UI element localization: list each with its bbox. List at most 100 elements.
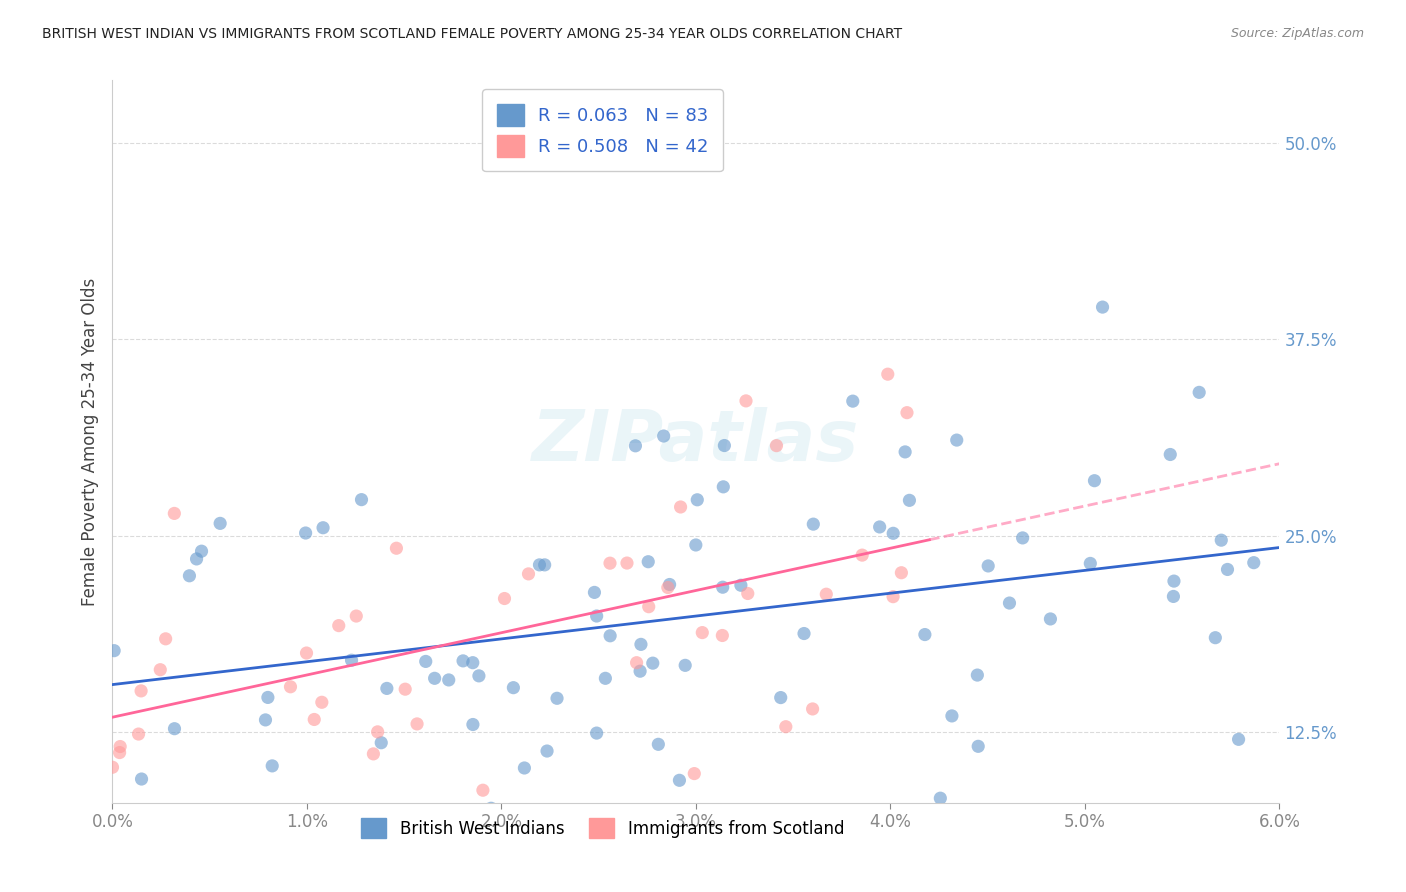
- Point: [869, 520, 891, 534]
- Point: [929, 791, 952, 805]
- Point: [1091, 300, 1114, 314]
- Point: [529, 558, 551, 572]
- Point: [1227, 732, 1250, 747]
- Point: [131, 772, 153, 786]
- Point: [690, 625, 713, 640]
- Point: [737, 586, 759, 600]
- Point: [1216, 562, 1239, 576]
- Point: [344, 609, 367, 624]
- Point: [894, 445, 917, 459]
- Point: [375, 681, 398, 696]
- Point: [513, 761, 536, 775]
- Point: [793, 626, 815, 640]
- Point: [1163, 574, 1185, 588]
- Point: [451, 654, 474, 668]
- Point: [128, 727, 150, 741]
- Point: [254, 713, 277, 727]
- Point: [367, 724, 389, 739]
- Point: [630, 637, 652, 651]
- Point: [711, 480, 734, 494]
- Point: [637, 555, 659, 569]
- Point: [735, 393, 758, 408]
- Point: [585, 609, 607, 624]
- Point: [257, 690, 280, 705]
- Point: [103, 643, 125, 657]
- Point: [163, 507, 186, 521]
- Point: [641, 656, 664, 670]
- Point: [340, 653, 363, 667]
- Point: [394, 682, 416, 697]
- Point: [775, 720, 797, 734]
- Point: [673, 658, 696, 673]
- Point: [882, 526, 904, 541]
- Point: [108, 746, 131, 760]
- Point: [1159, 448, 1181, 462]
- Point: [468, 669, 491, 683]
- Point: [209, 516, 232, 531]
- Point: [851, 548, 873, 562]
- Point: [599, 556, 621, 570]
- Point: [685, 538, 707, 552]
- Point: [186, 552, 208, 566]
- Point: [730, 578, 752, 592]
- Point: [765, 439, 787, 453]
- Point: [896, 406, 918, 420]
- Point: [595, 671, 617, 685]
- Point: [149, 663, 172, 677]
- Point: [967, 739, 990, 754]
- Point: [914, 627, 936, 641]
- Point: [415, 654, 437, 668]
- Point: [471, 783, 494, 797]
- Point: [628, 664, 651, 678]
- Point: [129, 684, 152, 698]
- Point: [502, 681, 524, 695]
- Point: [1011, 531, 1033, 545]
- Point: [479, 801, 502, 815]
- Point: [686, 492, 709, 507]
- Point: [363, 747, 385, 761]
- Point: [898, 493, 921, 508]
- Point: [599, 629, 621, 643]
- Point: [295, 646, 318, 660]
- Legend: British West Indians, Immigrants from Scotland: British West Indians, Immigrants from Sc…: [354, 812, 851, 845]
- Point: [302, 713, 325, 727]
- Point: [1163, 590, 1185, 604]
- Text: ZIPatlas: ZIPatlas: [533, 407, 859, 476]
- Point: [311, 695, 333, 709]
- Point: [882, 590, 904, 604]
- Point: [637, 599, 659, 614]
- Point: [1078, 557, 1101, 571]
- Point: [328, 618, 350, 632]
- Point: [350, 492, 373, 507]
- Point: [977, 558, 1000, 573]
- Point: [769, 690, 792, 705]
- Point: [711, 628, 734, 642]
- Point: [815, 587, 838, 601]
- Point: [536, 744, 558, 758]
- Point: [1039, 612, 1062, 626]
- Point: [1204, 631, 1226, 645]
- Point: [668, 773, 690, 788]
- Point: [155, 632, 177, 646]
- Point: [461, 717, 484, 731]
- Point: [890, 566, 912, 580]
- Text: BRITISH WEST INDIAN VS IMMIGRANTS FROM SCOTLAND FEMALE POVERTY AMONG 25-34 YEAR : BRITISH WEST INDIAN VS IMMIGRANTS FROM S…: [42, 27, 903, 41]
- Point: [713, 438, 735, 452]
- Point: [294, 526, 316, 541]
- Point: [616, 556, 638, 570]
- Point: [517, 566, 540, 581]
- Point: [423, 671, 446, 685]
- Point: [945, 433, 967, 447]
- Point: [1083, 474, 1105, 488]
- Point: [461, 656, 484, 670]
- Point: [801, 517, 824, 532]
- Point: [998, 596, 1021, 610]
- Point: [583, 585, 606, 599]
- Point: [546, 691, 568, 706]
- Point: [801, 702, 824, 716]
- Point: [876, 367, 898, 381]
- Point: [1243, 556, 1265, 570]
- Point: [280, 680, 302, 694]
- Point: [370, 736, 392, 750]
- Point: [941, 709, 963, 723]
